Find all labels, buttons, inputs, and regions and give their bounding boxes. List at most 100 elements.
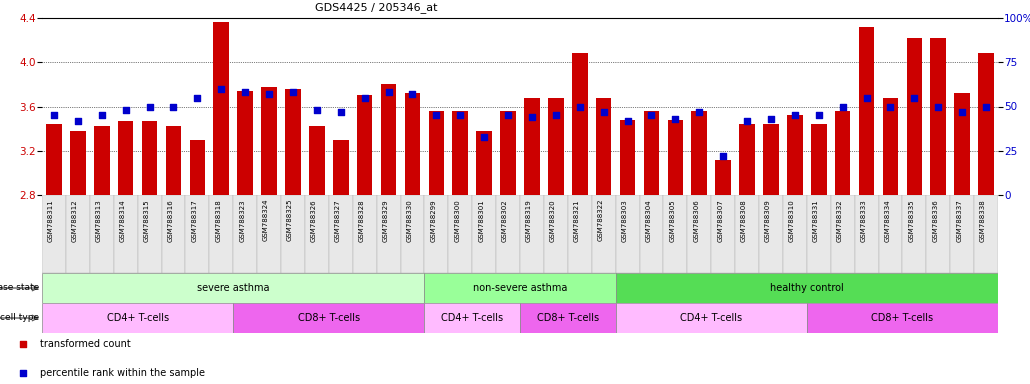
Text: GSM788323: GSM788323 (239, 199, 245, 242)
Point (572, 103, 588, 109)
Point (762, 116, 779, 122)
Text: GSM788329: GSM788329 (382, 199, 388, 242)
Point (380, 89, 397, 95)
Bar (142, 121, 158, 195)
Bar (855, 195, 879, 273)
Point (548, 112, 564, 118)
Point (619, 118, 636, 124)
Bar (520, 195, 544, 273)
Bar (424, 195, 448, 273)
Bar (333, 140, 348, 195)
Bar (930, 38, 946, 195)
Bar (520, 303, 616, 333)
Bar (501, 111, 516, 195)
Bar (572, 53, 587, 195)
Text: GSM788320: GSM788320 (550, 199, 556, 242)
Point (954, 109, 970, 115)
Bar (667, 120, 683, 195)
Point (811, 112, 827, 118)
Text: GSM788316: GSM788316 (168, 199, 173, 242)
Bar (258, 195, 281, 273)
Text: transformed count: transformed count (39, 339, 131, 349)
Text: GSM788328: GSM788328 (358, 199, 365, 242)
Bar (759, 195, 783, 273)
Point (94, 112, 110, 118)
Bar (285, 89, 301, 195)
Bar (70, 131, 85, 195)
Text: percentile rank within the sample: percentile rank within the sample (39, 368, 205, 378)
Point (691, 109, 708, 115)
Point (117, 107, 134, 113)
Bar (806, 303, 998, 333)
Point (190, 94, 206, 101)
Text: GSM788332: GSM788332 (836, 199, 843, 242)
Bar (477, 131, 492, 195)
Text: GSM788330: GSM788330 (407, 199, 412, 242)
Text: GSM788337: GSM788337 (956, 199, 962, 242)
Bar (548, 98, 563, 195)
Text: cell type: cell type (0, 313, 39, 323)
Bar (568, 195, 591, 273)
Bar (233, 303, 424, 333)
Bar (926, 195, 951, 273)
Text: GDS4425 / 205346_at: GDS4425 / 205346_at (315, 2, 438, 13)
Bar (90, 195, 113, 273)
Point (165, 103, 181, 109)
Bar (381, 84, 397, 195)
Bar (309, 126, 324, 195)
Bar (835, 111, 851, 195)
Text: GSM788324: GSM788324 (263, 199, 269, 242)
Bar (763, 124, 779, 195)
Text: GSM788327: GSM788327 (335, 199, 341, 242)
Bar (305, 195, 329, 273)
Bar (616, 195, 640, 273)
Bar (117, 121, 134, 195)
Text: GSM788319: GSM788319 (526, 199, 531, 242)
Bar (46, 124, 62, 195)
Bar (687, 195, 711, 273)
Bar (955, 93, 970, 195)
Bar (377, 195, 401, 273)
Text: healthy control: healthy control (770, 283, 844, 293)
Bar (496, 195, 520, 273)
Bar (879, 195, 902, 273)
Point (412, 253, 428, 260)
Bar (329, 195, 352, 273)
Bar (190, 140, 205, 195)
Point (787, 112, 803, 118)
Text: GSM788315: GSM788315 (143, 199, 149, 242)
Bar (783, 195, 806, 273)
Bar (640, 195, 663, 273)
Point (906, 94, 923, 101)
Bar (716, 160, 731, 195)
Text: CD4+ T-cells: CD4+ T-cells (680, 313, 743, 323)
Bar (740, 124, 755, 195)
Bar (162, 195, 185, 273)
Bar (616, 273, 998, 303)
Text: CD8+ T-cells: CD8+ T-cells (537, 313, 598, 323)
Text: GSM788302: GSM788302 (502, 199, 508, 242)
Bar (596, 98, 612, 195)
Bar (401, 195, 424, 273)
Point (858, 94, 874, 101)
Text: GSM788311: GSM788311 (48, 199, 54, 242)
Text: GSM788326: GSM788326 (311, 199, 317, 242)
Bar (281, 195, 305, 273)
Bar (906, 38, 922, 195)
Bar (711, 195, 735, 273)
Bar (356, 96, 373, 195)
Point (261, 91, 277, 97)
Point (595, 109, 612, 115)
Text: GSM788301: GSM788301 (478, 199, 484, 242)
Bar (883, 98, 898, 195)
Text: GSM788321: GSM788321 (574, 199, 580, 242)
Bar (42, 303, 233, 333)
Point (930, 103, 947, 109)
Text: GSM788306: GSM788306 (693, 199, 699, 242)
Point (500, 112, 516, 118)
Text: GSM788308: GSM788308 (741, 199, 747, 242)
Bar (262, 86, 277, 195)
Point (237, 89, 253, 95)
Bar (452, 111, 468, 195)
Bar (616, 303, 806, 333)
